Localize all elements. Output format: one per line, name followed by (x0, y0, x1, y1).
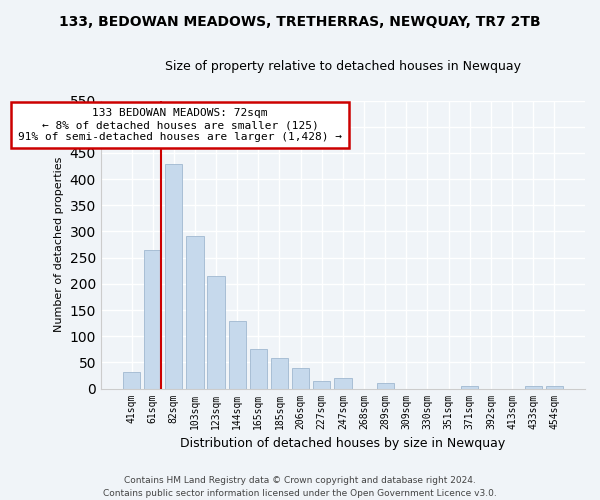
Text: Contains HM Land Registry data © Crown copyright and database right 2024.
Contai: Contains HM Land Registry data © Crown c… (103, 476, 497, 498)
Bar (229, 321, 246, 388)
Bar (186, 236, 203, 388)
Text: 133 BEDOWAN MEADOWS: 72sqm
← 8% of detached houses are smaller (125)
91% of semi: 133 BEDOWAN MEADOWS: 72sqm ← 8% of detac… (18, 108, 342, 142)
Bar (144, 250, 161, 388)
Bar (334, 378, 352, 388)
Text: 133, BEDOWAN MEADOWS, TRETHERRAS, NEWQUAY, TR7 2TB: 133, BEDOWAN MEADOWS, TRETHERRAS, NEWQUA… (59, 15, 541, 29)
Bar (313, 380, 331, 388)
Bar (250, 349, 267, 389)
Bar (377, 384, 394, 388)
Y-axis label: Number of detached properties: Number of detached properties (54, 157, 64, 332)
Bar (461, 386, 478, 388)
Bar (165, 164, 182, 388)
Bar (208, 276, 225, 388)
Bar (545, 386, 563, 388)
Bar (271, 358, 288, 388)
Bar (524, 386, 542, 388)
X-axis label: Distribution of detached houses by size in Newquay: Distribution of detached houses by size … (180, 437, 506, 450)
Bar (123, 372, 140, 388)
Bar (292, 368, 310, 388)
Title: Size of property relative to detached houses in Newquay: Size of property relative to detached ho… (165, 60, 521, 73)
